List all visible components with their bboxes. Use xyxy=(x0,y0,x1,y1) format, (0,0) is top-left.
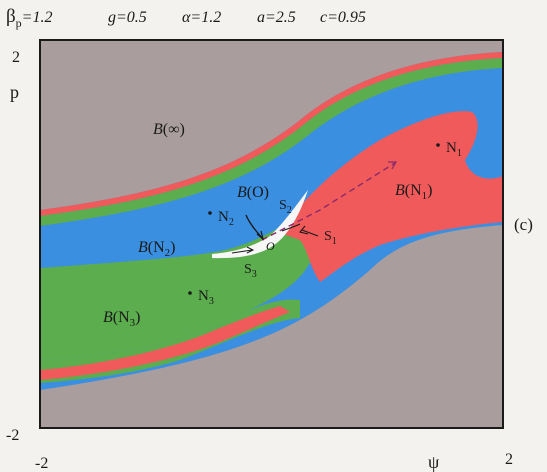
plot-frame xyxy=(39,39,504,429)
y-max-label: 2 xyxy=(12,49,20,66)
basin-origin-region xyxy=(212,190,308,259)
label-n2: N2 xyxy=(218,209,234,228)
panel-tag: (c) xyxy=(514,215,533,234)
label-s1: S1 xyxy=(324,229,337,247)
label-s2: S2 xyxy=(279,198,292,216)
x-min-label: -2 xyxy=(35,455,48,472)
label-origin: O xyxy=(266,239,275,253)
s1-arrowhead xyxy=(299,225,309,235)
param-alpha: α=1.2 xyxy=(182,9,221,26)
basin-n1-region xyxy=(278,111,503,282)
label-b-n2: B(N2) xyxy=(138,239,176,259)
label-n1: N1 xyxy=(446,140,462,159)
label-n3: N3 xyxy=(198,288,214,307)
s1-manifold xyxy=(301,229,319,237)
x-max-label: 2 xyxy=(505,451,513,468)
unstable-manifold xyxy=(261,162,396,241)
s2-manifold xyxy=(281,223,301,232)
label-b-origin: B(O) xyxy=(237,184,269,201)
x-axis-label: ψ xyxy=(428,452,440,472)
param-g: g=0.5 xyxy=(108,9,147,26)
y-min-label: -2 xyxy=(6,427,19,444)
param-a: a=2.5 xyxy=(257,9,296,26)
param-beta: βp=1.2 xyxy=(6,6,52,30)
s3-arrowhead xyxy=(246,246,255,254)
label-b-infinity: B(∞) xyxy=(153,121,185,138)
s3-manifold xyxy=(231,249,253,254)
label-b-n3: B(N3) xyxy=(103,309,141,329)
label-b-n1: B(N1) xyxy=(395,182,433,202)
basin-stripe-red-bottom xyxy=(40,306,290,380)
param-c: c=0.95 xyxy=(320,9,366,26)
flow-arrowhead-b0 xyxy=(256,230,265,241)
n1-point xyxy=(436,143,440,147)
n3-point xyxy=(188,291,192,295)
n2-point xyxy=(208,211,212,215)
label-s3: S3 xyxy=(244,262,257,280)
basin-stripe-green-top xyxy=(40,58,503,226)
basin-map xyxy=(40,40,503,428)
y-axis-label: p xyxy=(10,82,19,102)
manifold-arrowhead-n1 xyxy=(388,161,398,170)
